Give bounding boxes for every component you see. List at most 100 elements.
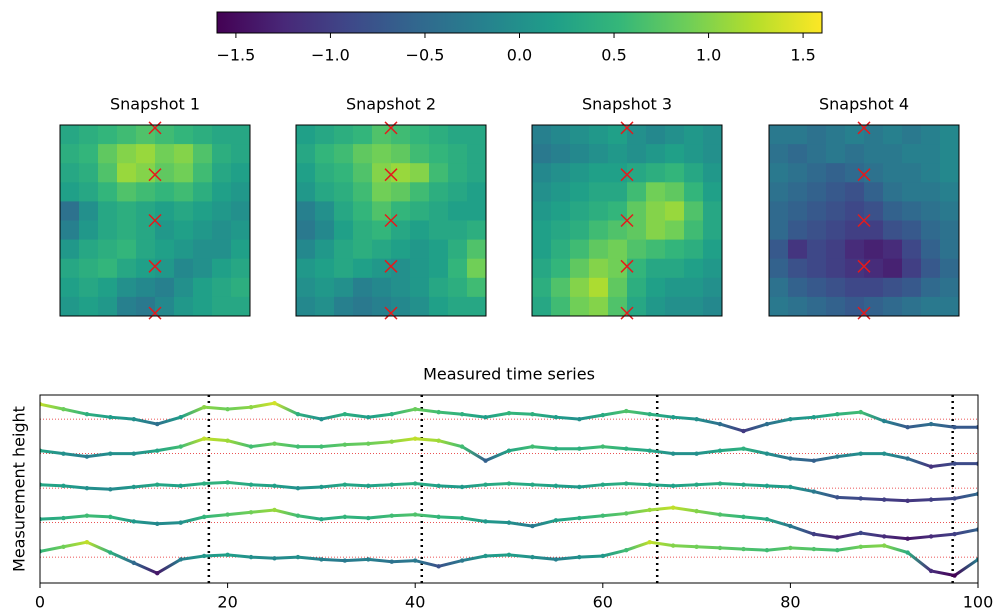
data-point (717, 481, 723, 486)
data-point (61, 451, 66, 456)
heatmap-cell (627, 144, 647, 164)
heatmap-cell (788, 258, 808, 279)
heatmap-cell (155, 125, 175, 145)
heatmap-cell (551, 163, 571, 183)
heatmap-cell (60, 144, 80, 164)
heatmap-cell (551, 144, 571, 164)
data-point (108, 550, 113, 555)
heatmap-cell (788, 296, 808, 317)
data-point (858, 451, 863, 456)
snapshot-title: Snapshot 4 (819, 95, 909, 114)
heatmap-cell (769, 258, 789, 279)
heatmap-cell (807, 277, 827, 298)
heatmap-cell (589, 163, 609, 183)
heatmap-cell (532, 144, 552, 164)
heatmap-cell (98, 182, 118, 202)
sensor-marker (620, 213, 634, 228)
heatmap-cell (212, 239, 232, 260)
heatmap-cell (391, 277, 411, 298)
heatmap-cell (448, 125, 468, 145)
heatmap-cell (902, 277, 922, 298)
heatmap-cell (845, 182, 865, 202)
data-point (788, 416, 793, 422)
data-point (670, 451, 676, 456)
data-point (717, 448, 723, 453)
heatmap-cell (703, 277, 723, 298)
data-point (155, 421, 160, 427)
data-point (764, 483, 770, 489)
data-point (366, 414, 371, 420)
data-point (788, 484, 793, 490)
heatmap-cell (353, 296, 373, 317)
data-point (201, 404, 207, 410)
heatmap-cell (807, 144, 827, 164)
heatmap-cell (845, 125, 865, 145)
heatmap-cell (117, 125, 137, 145)
data-point (366, 483, 371, 489)
data-point (483, 519, 488, 524)
data-point (952, 424, 957, 430)
heatmap-cell (212, 125, 232, 145)
heatmap-cell (429, 144, 449, 164)
data-point (624, 408, 629, 414)
heatmap-cell (845, 144, 865, 164)
heatmap-cell (864, 277, 884, 298)
heatmap-cell (627, 163, 647, 183)
heatmap-cell (315, 258, 335, 279)
heatmap-cell (79, 258, 99, 279)
heatmap-cell (117, 258, 137, 279)
heatmap-cell (212, 296, 232, 317)
data-point (389, 439, 394, 444)
data-point (858, 409, 863, 415)
data-point (40, 401, 43, 407)
data-point (811, 489, 817, 494)
sensor-marker (148, 121, 162, 135)
data-point (459, 515, 465, 521)
data-point (61, 544, 66, 549)
snapshot-title: Snapshot 3 (582, 95, 672, 114)
heatmap-cell (769, 296, 789, 317)
data-point (225, 512, 230, 517)
data-point (577, 515, 582, 521)
heatmap-cell (174, 125, 194, 145)
sensor-marker (857, 306, 871, 320)
heatmap-cell (703, 163, 723, 183)
heatmap-cell (334, 277, 354, 298)
data-point (295, 412, 301, 417)
data-point (295, 444, 301, 449)
data-point (764, 451, 770, 456)
heatmap-cell (646, 144, 666, 164)
heatmap-cell (372, 125, 392, 145)
data-point (366, 515, 371, 521)
heatmap-cell (608, 144, 628, 164)
heatmap-cell (429, 258, 449, 279)
data-point (882, 534, 887, 539)
heatmap-cell (684, 220, 704, 240)
heatmap-cell (826, 239, 846, 260)
heatmap-cell (315, 163, 335, 183)
heatmap-cell (315, 125, 335, 145)
heatmap-cell (902, 201, 922, 221)
data-point (577, 554, 582, 560)
heatmap-cell (570, 163, 590, 183)
heatmap-cell (940, 258, 960, 279)
colorbar-tick-label: −1.0 (311, 46, 350, 65)
heatmap-cell (372, 258, 392, 279)
heatmap-cell (826, 144, 846, 164)
heatmap-cell (921, 296, 941, 317)
heatmap-cell (353, 125, 373, 145)
heatmap-cell (589, 258, 609, 279)
heatmap-cell (684, 163, 704, 183)
heatmap-cell (79, 125, 99, 145)
heatmap-cell (98, 125, 118, 145)
heatmap-cell (921, 125, 941, 145)
data-point (506, 410, 512, 416)
data-point (835, 412, 840, 417)
data-point (178, 414, 183, 420)
heatmap-cell (155, 163, 175, 183)
heatmap-cell (703, 144, 723, 164)
data-point (835, 495, 840, 500)
heatmap-cell (921, 220, 941, 240)
heatmap-cell (788, 182, 808, 202)
heatmap-cell (826, 296, 846, 317)
